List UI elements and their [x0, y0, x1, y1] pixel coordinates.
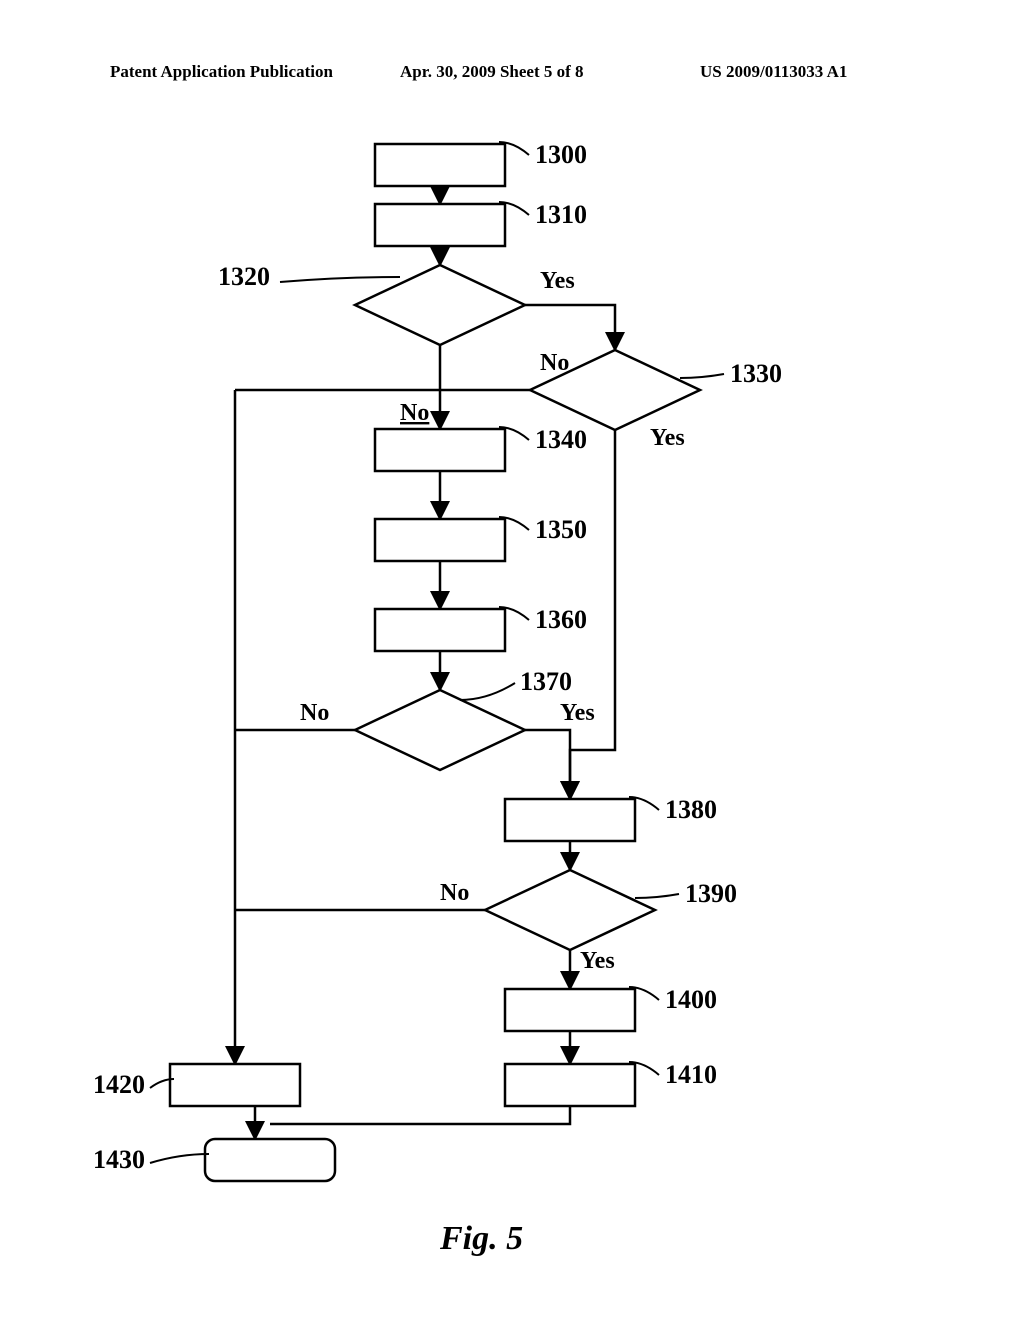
branch-label: Yes [650, 425, 685, 451]
branch-label: No [440, 880, 469, 906]
ref-label: 1330 [730, 359, 782, 388]
branch-label: No [400, 400, 429, 426]
svg-text:1430: 1430 [93, 1145, 145, 1174]
figure-caption: Fig. 5 [440, 1220, 523, 1258]
svg-text:1320: 1320 [218, 262, 270, 291]
ref-label: 1310 [535, 200, 587, 229]
branch-label: No [300, 700, 329, 726]
branch-label: Yes [540, 268, 575, 294]
ref-label: 1410 [665, 1060, 717, 1089]
ref-label: 1350 [535, 515, 587, 544]
branch-label: No [540, 350, 569, 376]
svg-text:1420: 1420 [93, 1070, 145, 1099]
ref-label: 1380 [665, 795, 717, 824]
ref-label: 1340 [535, 425, 587, 454]
flowchart: 1300 1310 1320 1330 1340 1350 1360 1370 1380 1390… [0, 0, 1024, 1200]
svg-text:1370: 1370 [520, 667, 572, 696]
branch-label: Yes [580, 948, 615, 974]
page: Patent Application Publication Apr. 30, … [0, 0, 1024, 1320]
ref-label: 1400 [665, 985, 717, 1014]
ref-label: 1300 [535, 140, 587, 169]
ref-label: 1390 [685, 879, 737, 908]
branch-label: Yes [560, 700, 595, 726]
ref-label: 1360 [535, 605, 587, 634]
